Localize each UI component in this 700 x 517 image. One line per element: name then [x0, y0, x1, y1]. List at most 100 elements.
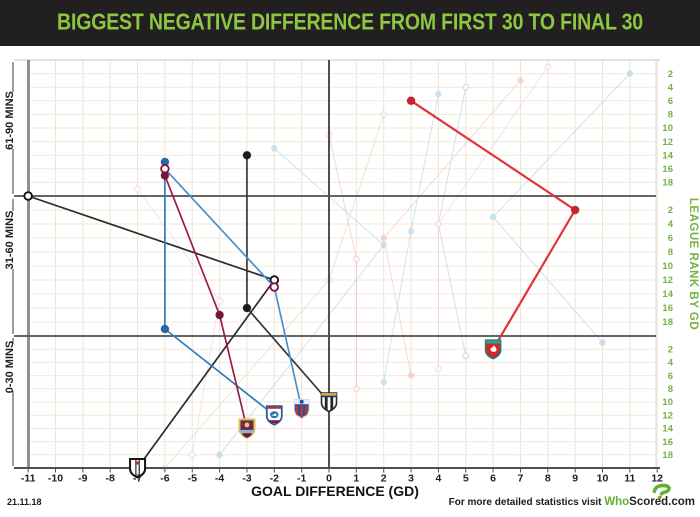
data-point-diamond [214, 296, 225, 306]
data-point [160, 171, 170, 181]
rank-tick-label: 8 [668, 110, 673, 121]
axis-labels: -11 -10 -9 -8 -7 -6 -5 -4 -3 -2 -1 0 1 2 3 4 5 6 7 8 9 10 11 12… [4, 62, 699, 499]
rank-tick-label: 16 [662, 164, 673, 175]
data-point-open [23, 191, 33, 201]
x-tick-label: -5 [188, 473, 197, 485]
rank-tick-label: 8 [668, 247, 673, 258]
rank-tick-label: 12 [662, 410, 673, 421]
title-bar: BIGGEST NEGATIVE DIFFERENCE FROM FIRST 3… [0, 0, 700, 46]
series-liverpool [406, 96, 580, 360]
rank-tick-label: 18 [662, 178, 673, 189]
highlighted-series-group [23, 96, 580, 479]
team-badge-burnley [238, 418, 256, 440]
x-tick-label: 0 [326, 473, 332, 485]
data-point [406, 96, 416, 106]
band-label-0: 61-90 MINS [4, 91, 16, 150]
x-tick-label: -3 [242, 473, 251, 485]
data-point [380, 378, 388, 386]
data-point [626, 70, 634, 77]
x-tick-label: 12 [651, 473, 663, 485]
background-series-group [132, 63, 634, 472]
rank-tick-label: 10 [662, 397, 673, 408]
data-point-open [352, 385, 360, 393]
band-label-1: 31-60 MINS [4, 211, 16, 270]
data-point-diamond [132, 184, 143, 194]
x-tick-label: 11 [624, 473, 635, 485]
data-point [570, 205, 580, 215]
data-point-open [269, 282, 280, 292]
x-tick-label: 2 [381, 473, 387, 485]
rank-tick-label: 2 [668, 344, 673, 355]
x-tick-label: 1 [353, 473, 359, 485]
data-point [380, 234, 388, 242]
rank-tick-label: 4 [668, 358, 674, 369]
data-point-open [435, 220, 442, 228]
data-point [242, 303, 252, 313]
data-point [216, 451, 223, 459]
x-tick-label: -6 [160, 473, 169, 485]
data-point [380, 241, 388, 249]
data-point [271, 145, 278, 152]
rank-tick-label: 2 [668, 205, 673, 216]
data-point [242, 150, 252, 160]
series-line-fulham [27, 195, 276, 469]
data-point [160, 324, 170, 334]
rank-tick-label: 16 [662, 303, 673, 314]
rank-tick-label: 6 [668, 371, 673, 382]
x-tick-label: -1 [297, 473, 306, 485]
data-point [599, 339, 606, 346]
rank-tick-label: 14 [662, 424, 673, 435]
left-axis-bar [27, 60, 30, 468]
x-tick-label: -7 [133, 473, 142, 485]
rank-tick-label: 6 [668, 96, 673, 107]
rank-tick-label: 2 [668, 69, 673, 80]
series-burnley [160, 171, 256, 440]
data-point [517, 77, 524, 84]
rank-tick-label: 6 [668, 233, 673, 244]
x-tick-label: 9 [572, 473, 578, 485]
x-axis-title: GOAL DIFFERENCE (GD) [251, 483, 419, 499]
rank-tick-label: 10 [662, 123, 673, 134]
band-label-2: 0-30 MINS [4, 341, 16, 394]
background-series-line [383, 80, 521, 376]
series-cardiff-city [160, 157, 283, 426]
team-badge-fulham [129, 458, 147, 479]
team-badge-crystal-palace [293, 399, 310, 419]
rank-tick-label: 12 [662, 275, 673, 286]
x-tick-label: -11 [21, 473, 36, 485]
rank-tick-label: 4 [668, 82, 674, 93]
x-tick-label: -8 [106, 473, 115, 485]
series-fulham [23, 191, 280, 479]
data-point-open [544, 63, 552, 71]
x-tick-label: 3 [408, 473, 414, 485]
x-tick-label: -4 [215, 473, 224, 485]
data-point-open [352, 255, 360, 263]
data-point [215, 310, 225, 320]
whoscored-question-icon [652, 483, 671, 500]
series-line-newcastle-united [246, 155, 330, 403]
rank-tick-label: 18 [662, 450, 673, 461]
series-newcastle-united [242, 150, 338, 413]
rank-tick-label: 10 [662, 261, 673, 272]
data-point [489, 213, 497, 221]
x-tick-label: -10 [48, 473, 63, 485]
x-tick-label: 10 [597, 473, 609, 485]
x-tick-label: 6 [490, 473, 496, 485]
right-axis-title: LEAGUE RANK BY GD [687, 198, 699, 330]
data-point-open [462, 83, 470, 91]
team-badge-cardiff-city [265, 405, 283, 426]
background-series-line [328, 134, 357, 389]
data-point-diamond [187, 450, 197, 460]
x-tick-label: -2 [270, 473, 279, 485]
data-point [435, 90, 442, 98]
chart-title: BIGGEST NEGATIVE DIFFERENCE FROM FIRST 3… [57, 10, 643, 35]
rank-tick-label: 8 [668, 384, 673, 395]
data-point-open [435, 365, 442, 373]
team-badge-liverpool [484, 339, 502, 360]
grid [14, 59, 660, 468]
whoscored-logo: WhoScored.com [604, 496, 695, 508]
rank-tick-label: 14 [662, 150, 673, 161]
rank-tick-label: 12 [662, 137, 673, 148]
